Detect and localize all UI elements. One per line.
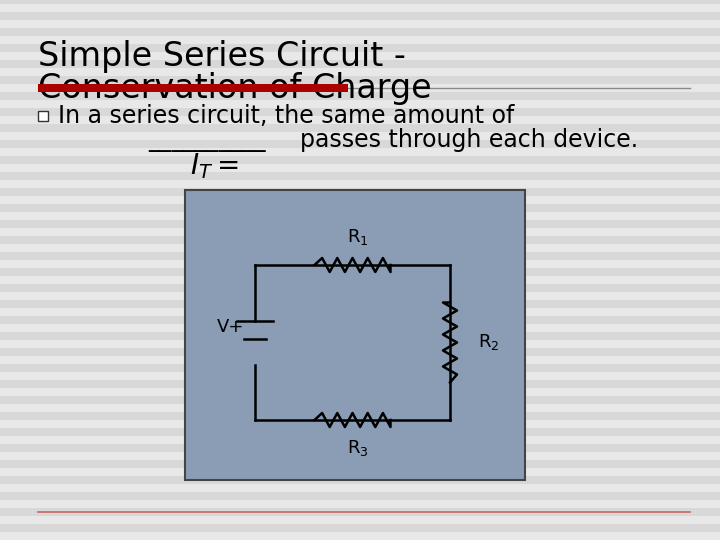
- Bar: [0, 356, 720, 364]
- Text: Simple Series Circuit -: Simple Series Circuit -: [38, 40, 406, 73]
- Bar: [0, 212, 720, 220]
- Bar: [0, 444, 720, 452]
- Bar: [0, 236, 720, 244]
- Bar: [0, 436, 720, 444]
- Bar: [0, 452, 720, 460]
- Bar: [0, 532, 720, 540]
- Bar: [0, 332, 720, 340]
- Bar: [0, 468, 720, 476]
- Bar: [0, 84, 720, 92]
- Bar: [0, 476, 720, 484]
- Bar: [0, 492, 720, 500]
- Bar: [0, 420, 720, 428]
- Bar: [0, 188, 720, 196]
- Bar: [0, 116, 720, 124]
- Bar: [0, 372, 720, 380]
- Bar: [0, 52, 720, 60]
- Bar: [0, 44, 720, 52]
- Bar: [0, 428, 720, 436]
- Bar: [0, 388, 720, 396]
- Bar: [0, 396, 720, 404]
- Text: V+: V+: [217, 319, 244, 336]
- Text: In a series circuit, the same amount of: In a series circuit, the same amount of: [58, 104, 514, 128]
- Bar: [0, 260, 720, 268]
- Text: __________: __________: [148, 128, 266, 152]
- Text: R$_1$: R$_1$: [347, 227, 368, 247]
- Bar: [0, 500, 720, 508]
- Bar: [0, 60, 720, 68]
- Bar: [0, 28, 720, 36]
- Bar: [0, 228, 720, 236]
- Bar: [0, 268, 720, 276]
- Bar: [0, 108, 720, 116]
- Bar: [0, 4, 720, 12]
- Bar: [0, 364, 720, 372]
- Bar: [0, 156, 720, 164]
- Bar: [38, 111, 48, 121]
- Text: Conservation of Charge: Conservation of Charge: [38, 72, 431, 105]
- Bar: [0, 300, 720, 308]
- Bar: [0, 204, 720, 212]
- Bar: [0, 348, 720, 356]
- Bar: [0, 140, 720, 148]
- Bar: [0, 180, 720, 188]
- Bar: [0, 412, 720, 420]
- Bar: [0, 252, 720, 260]
- Bar: [0, 516, 720, 524]
- Bar: [0, 308, 720, 316]
- Bar: [0, 100, 720, 108]
- Bar: [0, 36, 720, 44]
- Text: R$_2$: R$_2$: [478, 333, 500, 353]
- Bar: [0, 244, 720, 252]
- Bar: [0, 76, 720, 84]
- Bar: [0, 164, 720, 172]
- Bar: [0, 292, 720, 300]
- Bar: [0, 68, 720, 76]
- Bar: [0, 172, 720, 180]
- Bar: [185, 190, 525, 480]
- Bar: [0, 92, 720, 100]
- Bar: [0, 324, 720, 332]
- Bar: [38, 84, 348, 92]
- Bar: [0, 508, 720, 516]
- Bar: [0, 148, 720, 156]
- Bar: [0, 276, 720, 284]
- Bar: [0, 196, 720, 204]
- Bar: [0, 20, 720, 28]
- Bar: [0, 0, 720, 4]
- Bar: [0, 12, 720, 20]
- Bar: [0, 316, 720, 324]
- Text: passes through each device.: passes through each device.: [300, 128, 638, 152]
- Bar: [0, 220, 720, 228]
- Bar: [0, 380, 720, 388]
- Bar: [0, 524, 720, 532]
- Bar: [0, 484, 720, 492]
- Bar: [0, 132, 720, 140]
- Bar: [0, 284, 720, 292]
- Bar: [0, 340, 720, 348]
- Bar: [0, 460, 720, 468]
- Bar: [0, 124, 720, 132]
- Text: R$_3$: R$_3$: [347, 438, 369, 458]
- Text: $I_T =$: $I_T =$: [190, 151, 238, 181]
- Bar: [0, 404, 720, 412]
